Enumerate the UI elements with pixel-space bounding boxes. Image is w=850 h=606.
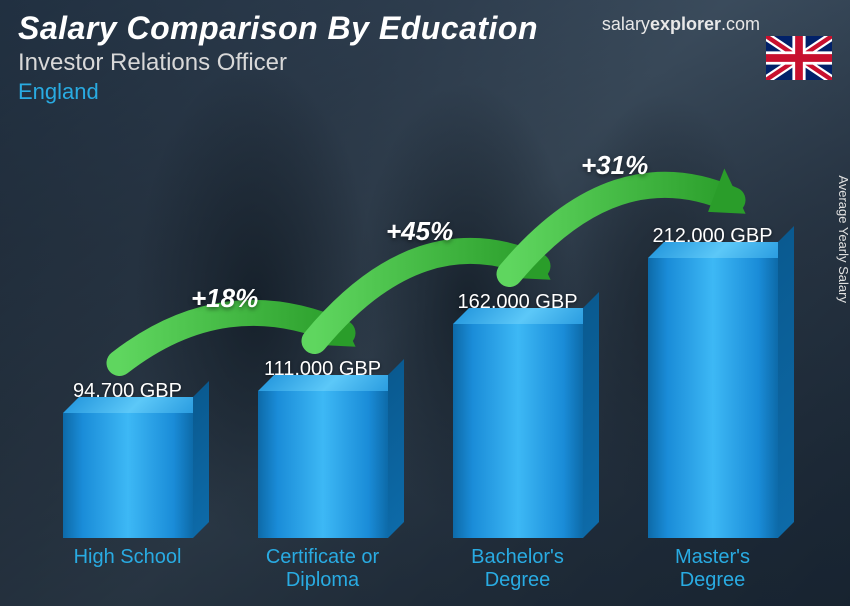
increase-percentage-label: +31%	[581, 150, 648, 181]
y-axis-label: Average Yearly Salary	[837, 175, 850, 303]
increase-percentage-label: +45%	[386, 216, 453, 247]
bar-category-label: Master'sDegree	[675, 546, 750, 592]
bar-category-label: Certificate orDiploma	[266, 546, 379, 592]
bar	[63, 413, 193, 538]
chart-location: England	[18, 79, 832, 105]
chart-subtitle: Investor Relations Officer	[18, 49, 832, 77]
increase-percentage-label: +18%	[191, 283, 258, 314]
bar-group: 162,000 GBPBachelor'sDegree	[428, 291, 608, 592]
bar-group: 212,000 GBPMaster'sDegree	[623, 225, 803, 592]
uk-flag-icon	[766, 36, 832, 80]
bar-group: 111,000 GBPCertificate orDiploma	[233, 358, 413, 592]
brand-watermark: salaryexplorer.com	[602, 14, 760, 35]
bar-chart: 94,700 GBPHigh School111,000 GBPCertific…	[30, 122, 810, 592]
bar	[453, 324, 583, 538]
bar-category-label: Bachelor'sDegree	[471, 546, 564, 592]
bar-group: 94,700 GBPHigh School	[38, 380, 218, 592]
bar	[258, 391, 388, 538]
bar	[648, 258, 778, 538]
bar-category-label: High School	[74, 546, 182, 592]
